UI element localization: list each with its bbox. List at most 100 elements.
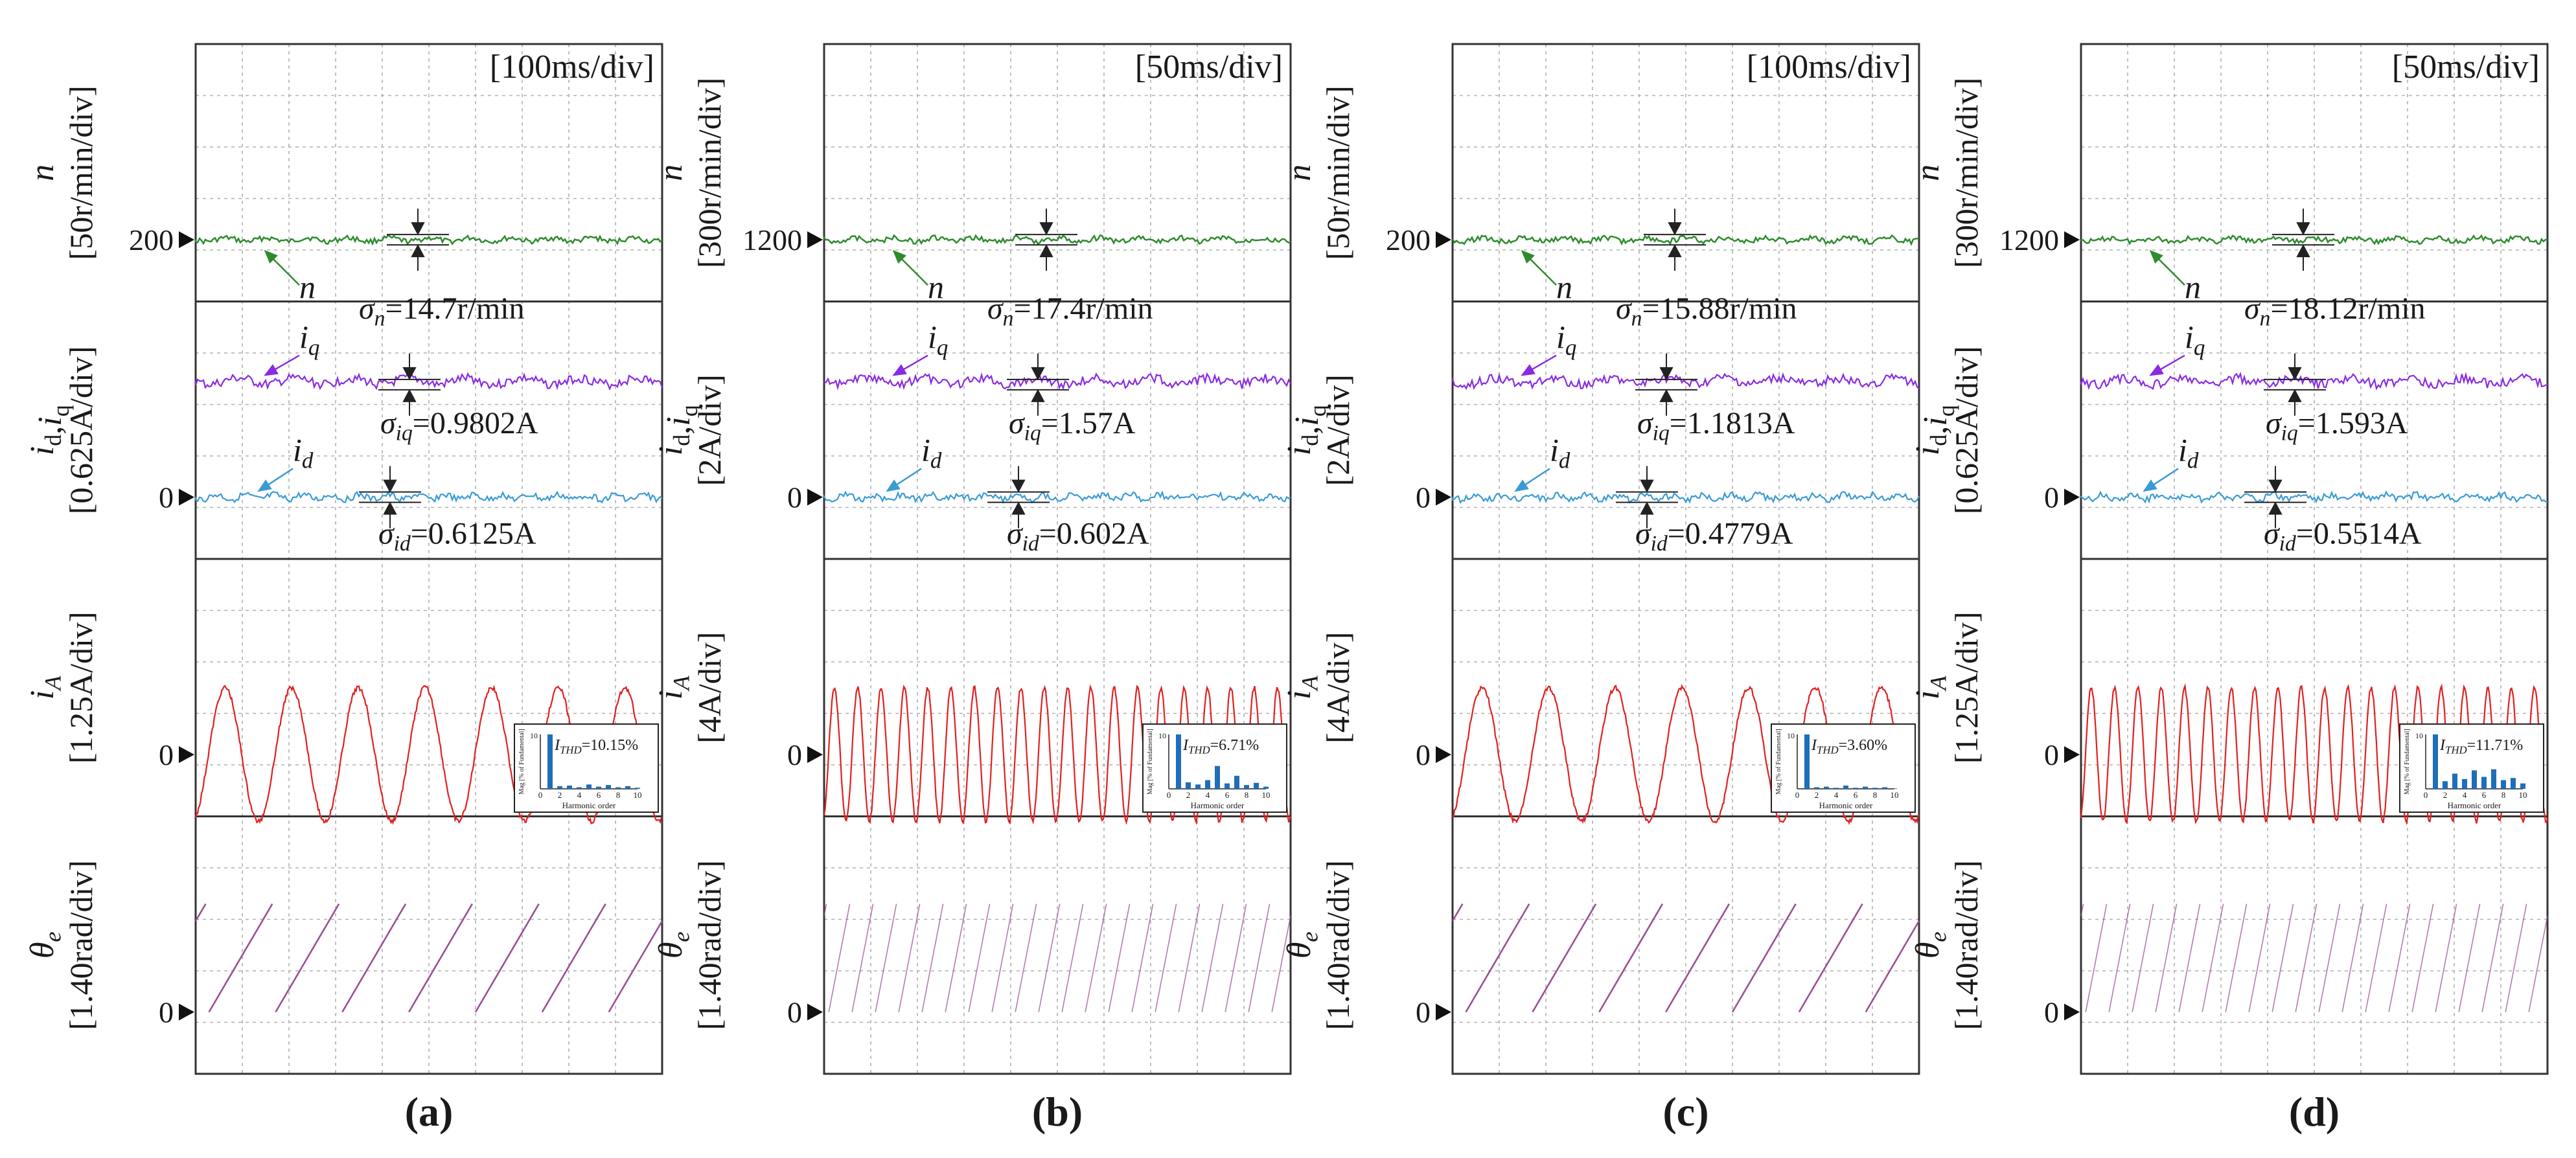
harmonic-bar (1215, 766, 1220, 789)
axis-symbol: iA (1909, 676, 1951, 699)
sigma-arrow-head-down (1668, 222, 1682, 236)
pointer-head (1521, 249, 1535, 264)
sigma-arrow-head-up (402, 389, 417, 402)
angle-ramp (1108, 903, 1131, 1012)
currents-zero-value: 0 (787, 481, 802, 514)
id-sigma-marker (987, 466, 1050, 528)
harmonic-bar (2501, 780, 2506, 789)
angle-axis-label: θe[1.40rad/div] (652, 860, 728, 1030)
axis-scale: [50r/min/div] (1320, 85, 1356, 260)
harmonic-bar (1814, 787, 1819, 789)
axis-scale: [4A/div] (1320, 632, 1356, 744)
phase-current-zero-value: 0 (787, 738, 802, 771)
harmonic-bar (1892, 788, 1897, 789)
iq-sigma-text: σiq=0.9802A (380, 406, 538, 446)
sigma-arrow-head-up (2268, 501, 2283, 515)
angle-zero-value: 0 (787, 996, 802, 1029)
iq-trace-label: iq (1556, 319, 1576, 360)
angle-axis-label: θe[1.40rad/div] (24, 860, 99, 1030)
harmonic-bar (1863, 786, 1868, 789)
axis-scale: [50r/min/div] (63, 85, 99, 260)
pointer-head (264, 364, 279, 376)
speed-trace (1451, 234, 1920, 246)
speed-pointer (264, 249, 300, 286)
speed-sigma-marker (2272, 209, 2334, 271)
id-pointer (1514, 468, 1550, 492)
harmonic-bar (2491, 769, 2496, 789)
sigma-arrow-head-down (1039, 222, 1053, 236)
angle-ramp (1225, 903, 1247, 1012)
zero-marker (807, 746, 823, 764)
sigma-arrow-head-up (383, 501, 397, 515)
panel-caption: (b) (1032, 1089, 1083, 1135)
axis-symbol: n (24, 165, 61, 181)
zero-marker (1436, 231, 1451, 249)
angle-ramp (608, 920, 663, 1013)
thd-value-text: ITHD=11.71% (2439, 737, 2523, 756)
harmonic-tick-label: 8 (1873, 790, 1878, 800)
axis-symbol: n (1281, 165, 1318, 181)
sigma-arrow-head-up (1031, 389, 1045, 402)
thd-inset-box (1771, 723, 1916, 813)
harmonic-bar (2443, 781, 2448, 789)
harmonic-bar (606, 785, 611, 789)
angle-ramp (2108, 903, 2131, 1012)
speed-sigma-marker (1015, 209, 1077, 271)
pointer-head (257, 479, 272, 492)
harmonic-tick-label: 10 (634, 790, 642, 800)
harmonic-bar (1254, 782, 1259, 789)
speed-sigma-text: σn=14.7r/min (359, 291, 525, 331)
angle-ramp (1451, 903, 1464, 922)
thd-value-text: ITHD=3.60% (1811, 737, 1887, 756)
angle-ramp (875, 903, 897, 1012)
currents-axis-label: id,iq[2A/div] (1281, 374, 1356, 486)
harmonic-bar (1186, 782, 1191, 789)
angle-ramp (2505, 903, 2527, 1012)
angle-ramp (2388, 903, 2411, 1012)
angle-row (1451, 903, 1920, 1013)
iq-sigma-marker (378, 353, 441, 416)
axis-scale: [0.625A/div] (1948, 346, 1984, 514)
thd-inset-box (514, 723, 659, 813)
sigma-arrow-head-down (411, 222, 425, 236)
harmonic-ylabel: Mag [% of Fundamental] (2404, 729, 2411, 794)
harmonic-ylabel-group: Mag [% of Fundamental] (1147, 729, 1154, 794)
zero-marker (807, 1003, 823, 1021)
phase-current-row: 0 2 4 6 8 10 10 Harmonic order Mag [% of Fundame… (194, 684, 663, 825)
iq-sigma-marker (1007, 353, 1069, 416)
angle-ramp (2080, 903, 2084, 916)
axis-symbol: iA (24, 676, 65, 699)
angle-ramp (1085, 903, 1107, 1012)
sigma-arrow-head-down (402, 367, 417, 380)
sigma-arrow-head-down (2296, 222, 2310, 236)
angle-row (194, 903, 663, 1013)
iq-trace-label: iq (299, 319, 319, 360)
harmonic-bar (1824, 786, 1829, 789)
id-pointer (257, 468, 293, 492)
harmonic-bar (586, 784, 592, 789)
phase-current-axis-label: iA[1.25A/div] (24, 611, 99, 764)
sigma-arrow-head-down (383, 479, 397, 493)
angle-ramp (2085, 903, 2108, 1012)
angle-ramp (2318, 903, 2341, 1012)
harmonic-bar (577, 787, 582, 789)
harmonic-xlabel: Harmonic order (1191, 800, 1245, 810)
zero-marker (2064, 231, 2080, 249)
angle-ramp (2458, 903, 2481, 1012)
phase-current-row: 0 2 4 6 8 10 10 Harmonic order Mag [% of Fundame… (2080, 683, 2549, 826)
axis-symbol: id,iq (1909, 405, 1959, 455)
speed-sigma-text: σn=18.12r/min (2244, 291, 2426, 331)
sigma-arrow-head-up (2288, 389, 2302, 402)
thd-inset-box (2399, 723, 2544, 813)
angle-ramp (991, 903, 1014, 1012)
angle-ramp (2365, 903, 2387, 1012)
axis-scale: [1.25A/div] (1948, 611, 1984, 764)
angle-row (823, 903, 1291, 1012)
harmonic-bar (1195, 784, 1201, 789)
axis-scale: [4A/div] (691, 632, 728, 744)
angle-ramp (851, 903, 874, 1012)
currents-zero-value: 0 (159, 481, 174, 514)
phase-current-zero-value: 0 (2044, 738, 2059, 771)
axis-symbol: n (1909, 165, 1946, 181)
